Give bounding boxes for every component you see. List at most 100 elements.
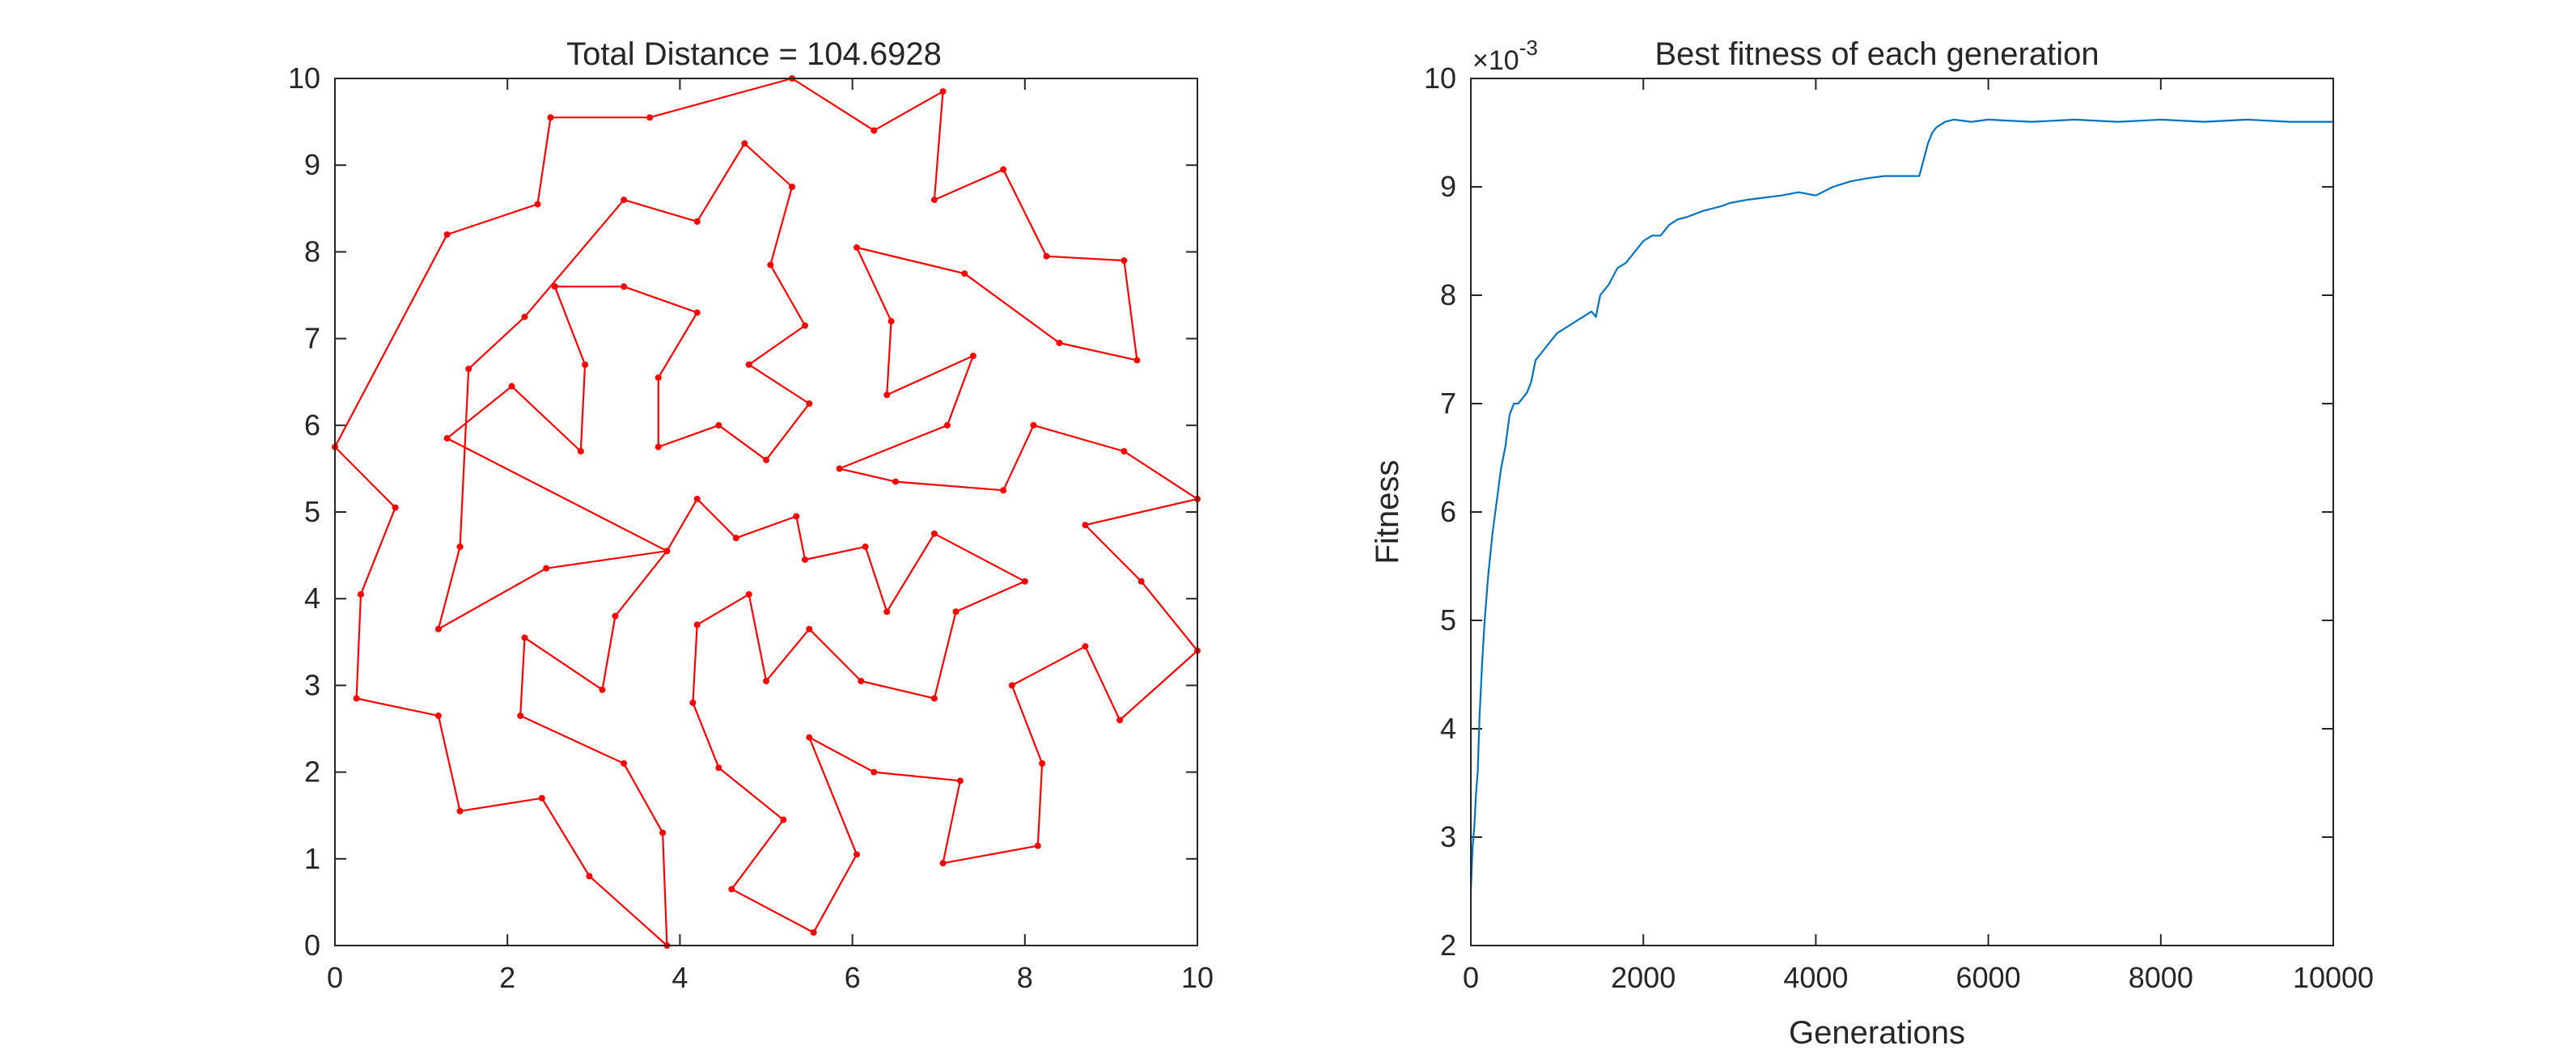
city-point <box>693 309 701 316</box>
city-point <box>930 695 938 702</box>
city-point <box>1082 522 1089 529</box>
city-point <box>871 768 878 776</box>
city-point <box>853 244 860 252</box>
city-point <box>547 114 554 121</box>
city-point <box>801 556 808 563</box>
tour-x-ticks: 0 2 4 6 8 10 <box>327 78 1214 994</box>
city-point <box>806 625 813 633</box>
x-tick-label: 4 <box>672 961 688 994</box>
city-point <box>1133 357 1141 364</box>
city-point <box>715 764 722 772</box>
city-point <box>543 565 550 572</box>
x-tick-label: 6 <box>845 961 861 994</box>
city-point <box>732 535 739 542</box>
city-point <box>693 495 701 502</box>
city-point <box>793 513 800 520</box>
city-point <box>521 313 528 320</box>
city-point <box>456 807 464 814</box>
city-point <box>1008 682 1015 689</box>
city-point <box>693 621 701 628</box>
city-point <box>1000 166 1007 173</box>
city-point <box>621 283 628 290</box>
city-point <box>836 465 843 472</box>
fitness-x-ticks: 0 2000 4000 6000 8000 10000 <box>1463 78 2374 994</box>
city-point <box>586 873 593 880</box>
city-point <box>465 366 472 373</box>
city-point <box>1121 257 1128 264</box>
city-point <box>745 590 752 598</box>
tour-path <box>334 77 1199 947</box>
y-tick-label: 7 <box>304 322 320 355</box>
tour-chart-title: Total Distance = 104.6928 <box>566 36 942 72</box>
city-point <box>858 678 865 685</box>
city-point <box>930 530 938 537</box>
y-tick-label: 1 <box>304 842 320 875</box>
city-point <box>871 127 878 134</box>
city-point <box>862 543 869 550</box>
city-point <box>969 353 977 360</box>
city-point <box>443 434 451 442</box>
city-point <box>521 634 528 641</box>
y-tick-label: 0 <box>304 929 320 962</box>
y-tick-label: 5 <box>304 495 320 528</box>
y-tick-label: 6 <box>1440 495 1456 528</box>
fitness-y-axis-label: Fitness <box>1370 460 1405 565</box>
fitness-exponent-label: ×10-3 <box>1472 36 1538 76</box>
y-tick-label: 6 <box>304 408 320 442</box>
city-point <box>582 361 589 368</box>
fitness-chart: Best fitness of each generation ×10-3 2 3… <box>1370 36 2374 1051</box>
y-tick-label: 7 <box>1440 387 1456 420</box>
city-point <box>646 114 654 121</box>
fitness-x-axis-label: Generations <box>1789 1015 1965 1051</box>
y-tick-label: 5 <box>1440 603 1456 637</box>
y-tick-label: 10 <box>1424 61 1456 95</box>
city-point <box>599 686 606 693</box>
x-tick-label: 0 <box>1463 961 1479 994</box>
y-tick-label: 3 <box>1440 820 1456 853</box>
y-tick-label: 8 <box>1440 278 1456 311</box>
fitness-line <box>1469 118 2333 892</box>
city-point <box>939 88 947 95</box>
city-point <box>1116 717 1124 724</box>
city-point <box>763 678 769 685</box>
city-point <box>689 699 697 706</box>
city-point <box>741 140 748 147</box>
city-point <box>508 383 515 390</box>
city-point <box>434 712 442 719</box>
y-tick-label: 4 <box>304 582 320 615</box>
city-point <box>780 816 787 823</box>
city-point <box>883 608 891 616</box>
city-point <box>806 734 813 741</box>
city-point <box>1039 759 1046 767</box>
x-tick-label: 2 <box>499 961 515 994</box>
city-point <box>961 270 968 277</box>
city-point <box>788 184 795 190</box>
city-point <box>745 361 752 368</box>
y-tick-label: 9 <box>304 148 320 181</box>
tour-chart: Total Distance = 104.6928 0 1 2 3 4 5 6 7 8 9 10 0… <box>288 36 1214 994</box>
city-point <box>612 612 619 620</box>
city-point <box>883 391 891 399</box>
city-point <box>577 447 584 455</box>
city-point <box>1138 578 1145 585</box>
city-point <box>392 504 399 511</box>
city-point <box>763 456 769 463</box>
city-point <box>443 231 451 238</box>
city-point <box>551 283 558 290</box>
city-point <box>621 197 628 204</box>
y-tick-label: 2 <box>1440 929 1456 962</box>
x-tick-label: 10000 <box>2293 961 2374 994</box>
city-point <box>1034 842 1041 849</box>
city-point <box>956 777 964 785</box>
city-point <box>357 590 364 598</box>
city-point <box>663 548 671 555</box>
x-tick-label: 0 <box>327 961 343 994</box>
city-point <box>538 794 545 802</box>
city-point <box>853 851 860 858</box>
y-tick-label: 4 <box>1440 712 1456 745</box>
city-point <box>659 829 667 836</box>
city-point <box>801 322 808 329</box>
city-point <box>930 197 938 204</box>
city-point <box>806 400 813 407</box>
